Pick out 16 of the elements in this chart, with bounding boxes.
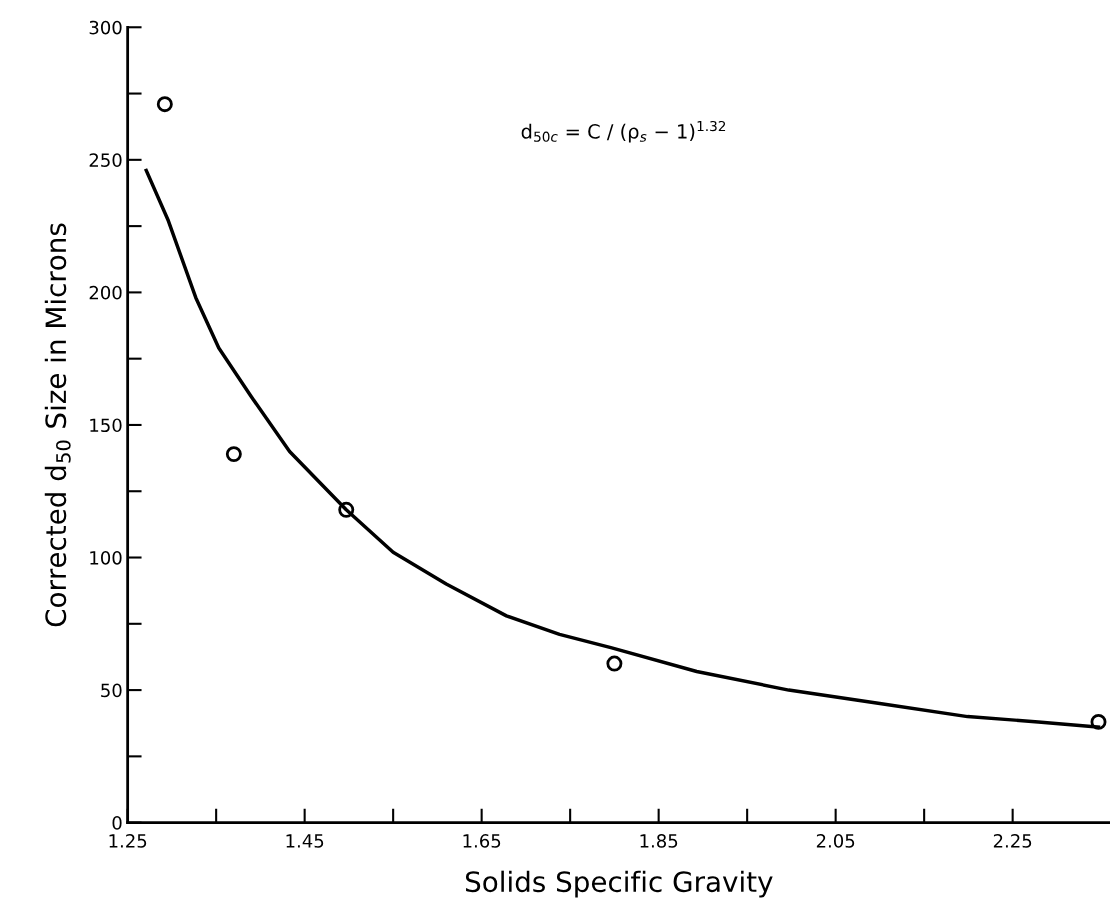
x-tick-label: 2.25 — [993, 834, 1032, 848]
y-tick-label: 50 — [101, 683, 122, 698]
x-axis-title: Solids Specific Gravity — [465, 870, 773, 898]
x-tick-label: 1.65 — [463, 834, 501, 848]
y-tick-label: 300 — [89, 20, 122, 35]
y-tick-label: 150 — [90, 418, 122, 433]
y-axis-title: Corrected d$_{50}$ Size in Microns — [44, 223, 71, 627]
y-tick-label: 200 — [89, 285, 122, 300]
y-tick-label: 250 — [89, 153, 122, 167]
x-tick-label: 2.05 — [816, 834, 855, 848]
annotation: d$_{50c}$ = C / (ρ$_{s}$ − 1)$^{1.32}$ — [521, 120, 726, 143]
y-tick-label: 100 — [90, 550, 122, 565]
x-tick-label: 1.25 — [109, 834, 147, 848]
x-tick-label: 1.45 — [286, 834, 324, 848]
y-tick-label: 0 — [112, 816, 122, 830]
x-tick-label: 1.85 — [640, 834, 678, 848]
